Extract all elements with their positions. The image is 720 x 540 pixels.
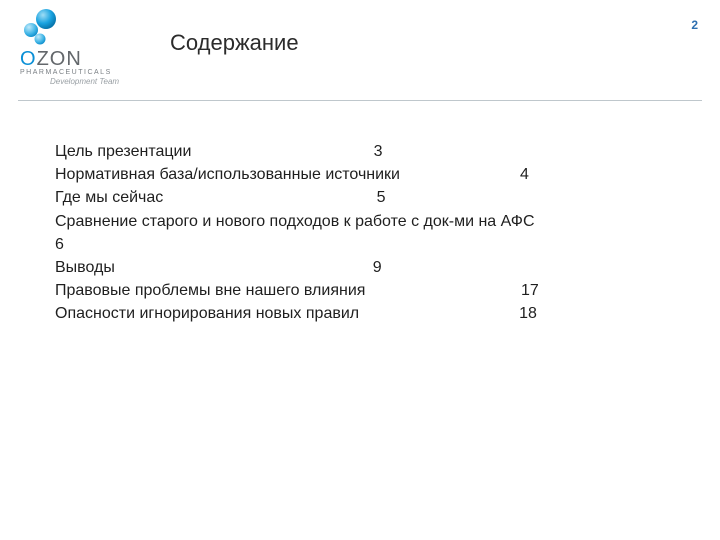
toc-gap [400,166,520,183]
toc-page: 5 [377,189,386,206]
header-rule [18,100,702,101]
toc-label: Выводы [55,259,115,276]
toc-gap [163,189,376,206]
toc-entry: Где мы сейчас 5 [55,186,680,209]
toc-entry: Правовые проблемы вне нашего влияния 17 [55,279,680,302]
toc-page: 4 [520,166,529,183]
page-title: Содержание [170,30,299,56]
toc-entry: Цель презентации 3 [55,140,680,163]
logo-main: OZON [20,48,150,71]
table-of-contents: Цель презентации 3 Нормативная база/испол… [55,140,680,326]
slide: OZON PHARMACEUTICALS Development Team Со… [0,0,720,540]
toc-page: 3 [374,143,383,160]
toc-page: 6 [55,236,64,253]
toc-gap [191,143,373,160]
logo-sub2: Development Team [50,77,150,86]
page-number: 2 [691,18,698,32]
toc-page: 18 [519,305,537,322]
toc-label: Где мы сейчас [55,189,163,206]
toc-entry: Сравнение старого и нового подходов к ра… [55,210,680,233]
toc-entry-page: 6 [55,233,680,256]
toc-page: 17 [521,282,539,299]
logo: OZON PHARMACEUTICALS Development Team [20,8,150,86]
toc-label: Правовые проблемы вне нашего влияния [55,282,365,299]
toc-gap [115,259,373,276]
header: OZON PHARMACEUTICALS Development Team Со… [0,0,720,100]
toc-entry: Выводы 9 [55,256,680,279]
toc-label: Нормативная база/использованные источник… [55,166,400,183]
toc-entry: Опасности игнорирования новых правил 18 [55,302,680,325]
toc-label: Сравнение старого и нового подходов к ра… [55,213,535,230]
logo-sub1: PHARMACEUTICALS [20,69,150,76]
toc-entry: Нормативная база/использованные источник… [55,163,680,186]
toc-gap [359,305,519,322]
toc-gap [365,282,521,299]
logo-bubbles-icon [20,8,60,46]
toc-label: Опасности игнорирования новых правил [55,305,359,322]
logo-text: OZON PHARMACEUTICALS Development Team [20,48,150,86]
toc-page: 9 [373,259,382,276]
toc-label: Цель презентации [55,143,191,160]
